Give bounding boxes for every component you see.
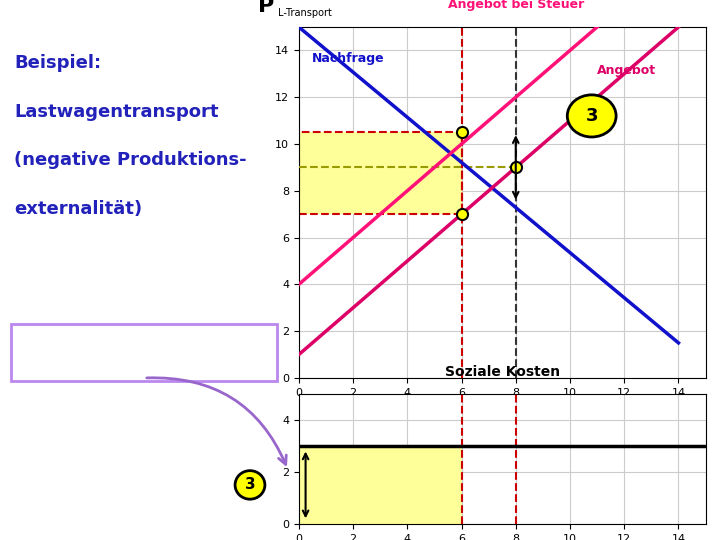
Text: Angebot bei Steuer: Angebot bei Steuer xyxy=(448,0,584,11)
Text: 3: 3 xyxy=(585,107,598,125)
Text: (negative Produktions-: (negative Produktions- xyxy=(14,151,247,169)
Text: Soziale Kosten: Soziale Kosten xyxy=(445,364,559,379)
Circle shape xyxy=(235,471,265,499)
Text: externalität): externalität) xyxy=(14,200,143,218)
Bar xyxy=(299,446,462,524)
Bar xyxy=(299,132,462,214)
X-axis label: Lastwagentransport Mrd.t/km: Lastwagentransport Mrd.t/km xyxy=(409,403,595,413)
Text: Nachfrage: Nachfrage xyxy=(312,52,385,65)
Text: L-Transport: L-Transport xyxy=(279,8,333,18)
Text: P: P xyxy=(258,0,274,16)
Text: 3: 3 xyxy=(245,477,256,492)
Text: Entschädigung durch: Entschädigung durch xyxy=(29,332,177,345)
Text: Lastwagentransport: Lastwagentransport xyxy=(14,103,219,120)
Circle shape xyxy=(567,95,616,137)
Text: Beispiel:: Beispiel: xyxy=(14,54,102,72)
Text: Angebot: Angebot xyxy=(597,64,656,77)
Text: Transfer Steuereinnahmen: Transfer Steuereinnahmen xyxy=(29,354,217,367)
